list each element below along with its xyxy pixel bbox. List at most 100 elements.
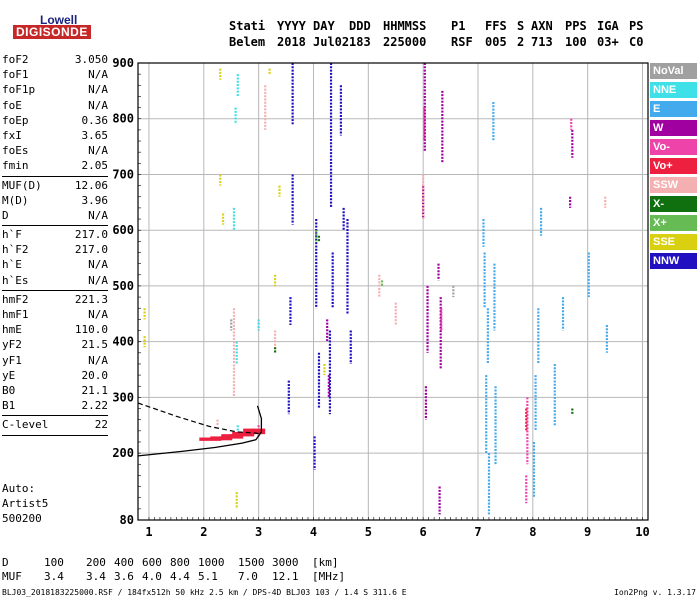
param-name: yF1 xyxy=(2,353,22,367)
muf-cell: 5.1 xyxy=(198,570,218,583)
polarization-legend: NoVal NNE E W Vo- Vo+ SSW X- X+ SSE NNW xyxy=(650,63,697,272)
file-info-footer: BLJ03_2018183225000.RSF / 184fx512h 50 k… xyxy=(2,588,407,597)
legend-entry-noval: NoVal xyxy=(650,63,697,79)
param-separator xyxy=(2,225,108,227)
y-tick-label: 80 xyxy=(120,513,134,527)
distance-cell: 600 xyxy=(142,556,162,569)
y-tick-label: 300 xyxy=(112,390,134,404)
distance-cell: 200 xyxy=(86,556,106,569)
auto-code: 500200 xyxy=(2,512,42,525)
param-value: 21.1 xyxy=(81,383,109,397)
param-value: 20.0 xyxy=(81,368,109,382)
lowell-logo: Lowell xyxy=(40,13,78,27)
param-row: C-level 22 xyxy=(2,418,108,433)
header-label: DAY xyxy=(313,19,335,33)
plot-frame xyxy=(137,62,649,521)
param-name: foE xyxy=(2,98,22,112)
header-value: 03+ xyxy=(597,35,619,49)
x-tick-label: 9 xyxy=(584,525,591,539)
param-name: B1 xyxy=(2,399,16,413)
distance-cell: 1000 xyxy=(198,556,225,569)
y-tick-label: 200 xyxy=(112,446,134,460)
param-value: 22 xyxy=(94,418,108,432)
x-tick-label: 2 xyxy=(200,525,207,539)
y-tick-label: 400 xyxy=(112,335,134,349)
muf-cell: 3.6 xyxy=(114,570,134,583)
x-tick-label: 5 xyxy=(365,525,372,539)
x-tick-label: 8 xyxy=(529,525,536,539)
param-value: 110.0 xyxy=(74,323,108,337)
param-row: foF1 N/A xyxy=(2,68,108,83)
header-value: 2 xyxy=(517,35,525,49)
y-tick-label: 900 xyxy=(112,56,134,70)
f-layer-echo xyxy=(243,428,266,435)
param-value: N/A xyxy=(88,83,108,97)
param-row: hmF2 221.3 xyxy=(2,293,108,308)
param-name: h`E xyxy=(2,258,22,272)
param-name: M(D) xyxy=(2,193,29,207)
legend-entry-x: X- xyxy=(650,196,697,212)
y-tick-label: 800 xyxy=(112,112,134,126)
header-value: 005 xyxy=(485,35,507,49)
param-row: foE N/A xyxy=(2,99,108,114)
param-row: B0 21.1 xyxy=(2,384,108,399)
param-row: foEp 0.36 xyxy=(2,114,108,129)
param-row: D N/A xyxy=(2,209,108,224)
param-row: foF2 3.050 xyxy=(2,53,108,68)
header-label: YYYY xyxy=(277,19,306,33)
distance-cell: 3000 xyxy=(272,556,299,569)
electron-density-profile xyxy=(137,405,263,457)
header-label: PS xyxy=(629,19,644,33)
header-value: 183 xyxy=(349,35,371,49)
param-name: hmF2 xyxy=(2,292,29,306)
param-name: h`F2 xyxy=(2,243,29,257)
muf-unit: [MHz] xyxy=(312,570,346,583)
header-value: C0 xyxy=(629,35,644,49)
param-row: MUF(D) 12.06 xyxy=(2,179,108,194)
legend-entry-vo: Vo+ xyxy=(650,158,697,174)
header-label: P1 xyxy=(451,19,466,33)
digisonde-logo: DIGISONDE xyxy=(13,25,91,39)
param-name: h`F xyxy=(2,228,22,242)
param-value: 3.96 xyxy=(81,193,109,207)
auto-scaling-info: Auto: Artist5 500200 xyxy=(2,481,48,526)
plot-background xyxy=(138,63,648,520)
header-label: IGA xyxy=(597,19,619,33)
param-value: 221.3 xyxy=(74,292,108,306)
version-label: Ion2Png v. 1.3.17 xyxy=(614,588,696,597)
x-tick-label: 6 xyxy=(420,525,427,539)
param-value: 3.050 xyxy=(74,53,108,66)
distance-unit: [km] xyxy=(312,556,339,569)
param-value: N/A xyxy=(88,273,108,287)
x-tick-label: 3 xyxy=(255,525,262,539)
param-name: hmE xyxy=(2,323,22,337)
legend-entry-w: W xyxy=(650,120,697,136)
header-value: 100 xyxy=(565,35,587,49)
param-value: 21.5 xyxy=(81,338,109,352)
header-value: 713 xyxy=(531,35,553,49)
distance-label: D xyxy=(2,556,9,569)
x-tick-label: 4 xyxy=(310,525,317,539)
param-row: foF1p N/A xyxy=(2,83,108,98)
param-row: M(D) 3.96 xyxy=(2,194,108,209)
y-tick-label: 500 xyxy=(112,279,134,293)
header-label: AXN xyxy=(531,19,553,33)
x-tick-label: 10 xyxy=(635,525,649,539)
muf-cell: 3.4 xyxy=(44,570,64,583)
param-name: B0 xyxy=(2,383,16,397)
param-value: N/A xyxy=(88,258,108,272)
header-label: Stati xyxy=(229,19,266,33)
param-name: foEs xyxy=(2,144,29,158)
param-value: 3.65 xyxy=(81,128,109,142)
legend-entry-e: E xyxy=(650,101,697,117)
distance-cell: 800 xyxy=(170,556,190,569)
param-name: foEp xyxy=(2,113,29,127)
param-value: 12.06 xyxy=(74,178,108,192)
parameter-table: foF2 3.050 foF1 N/A foF1p N/A foE N/A foEp 0.36 fx… xyxy=(2,53,108,438)
header-label: FFS xyxy=(485,19,507,33)
muf-cell: 4.4 xyxy=(170,570,190,583)
distance-cell: 100 xyxy=(44,556,64,569)
header-label: S xyxy=(517,19,525,33)
param-separator xyxy=(2,289,108,291)
